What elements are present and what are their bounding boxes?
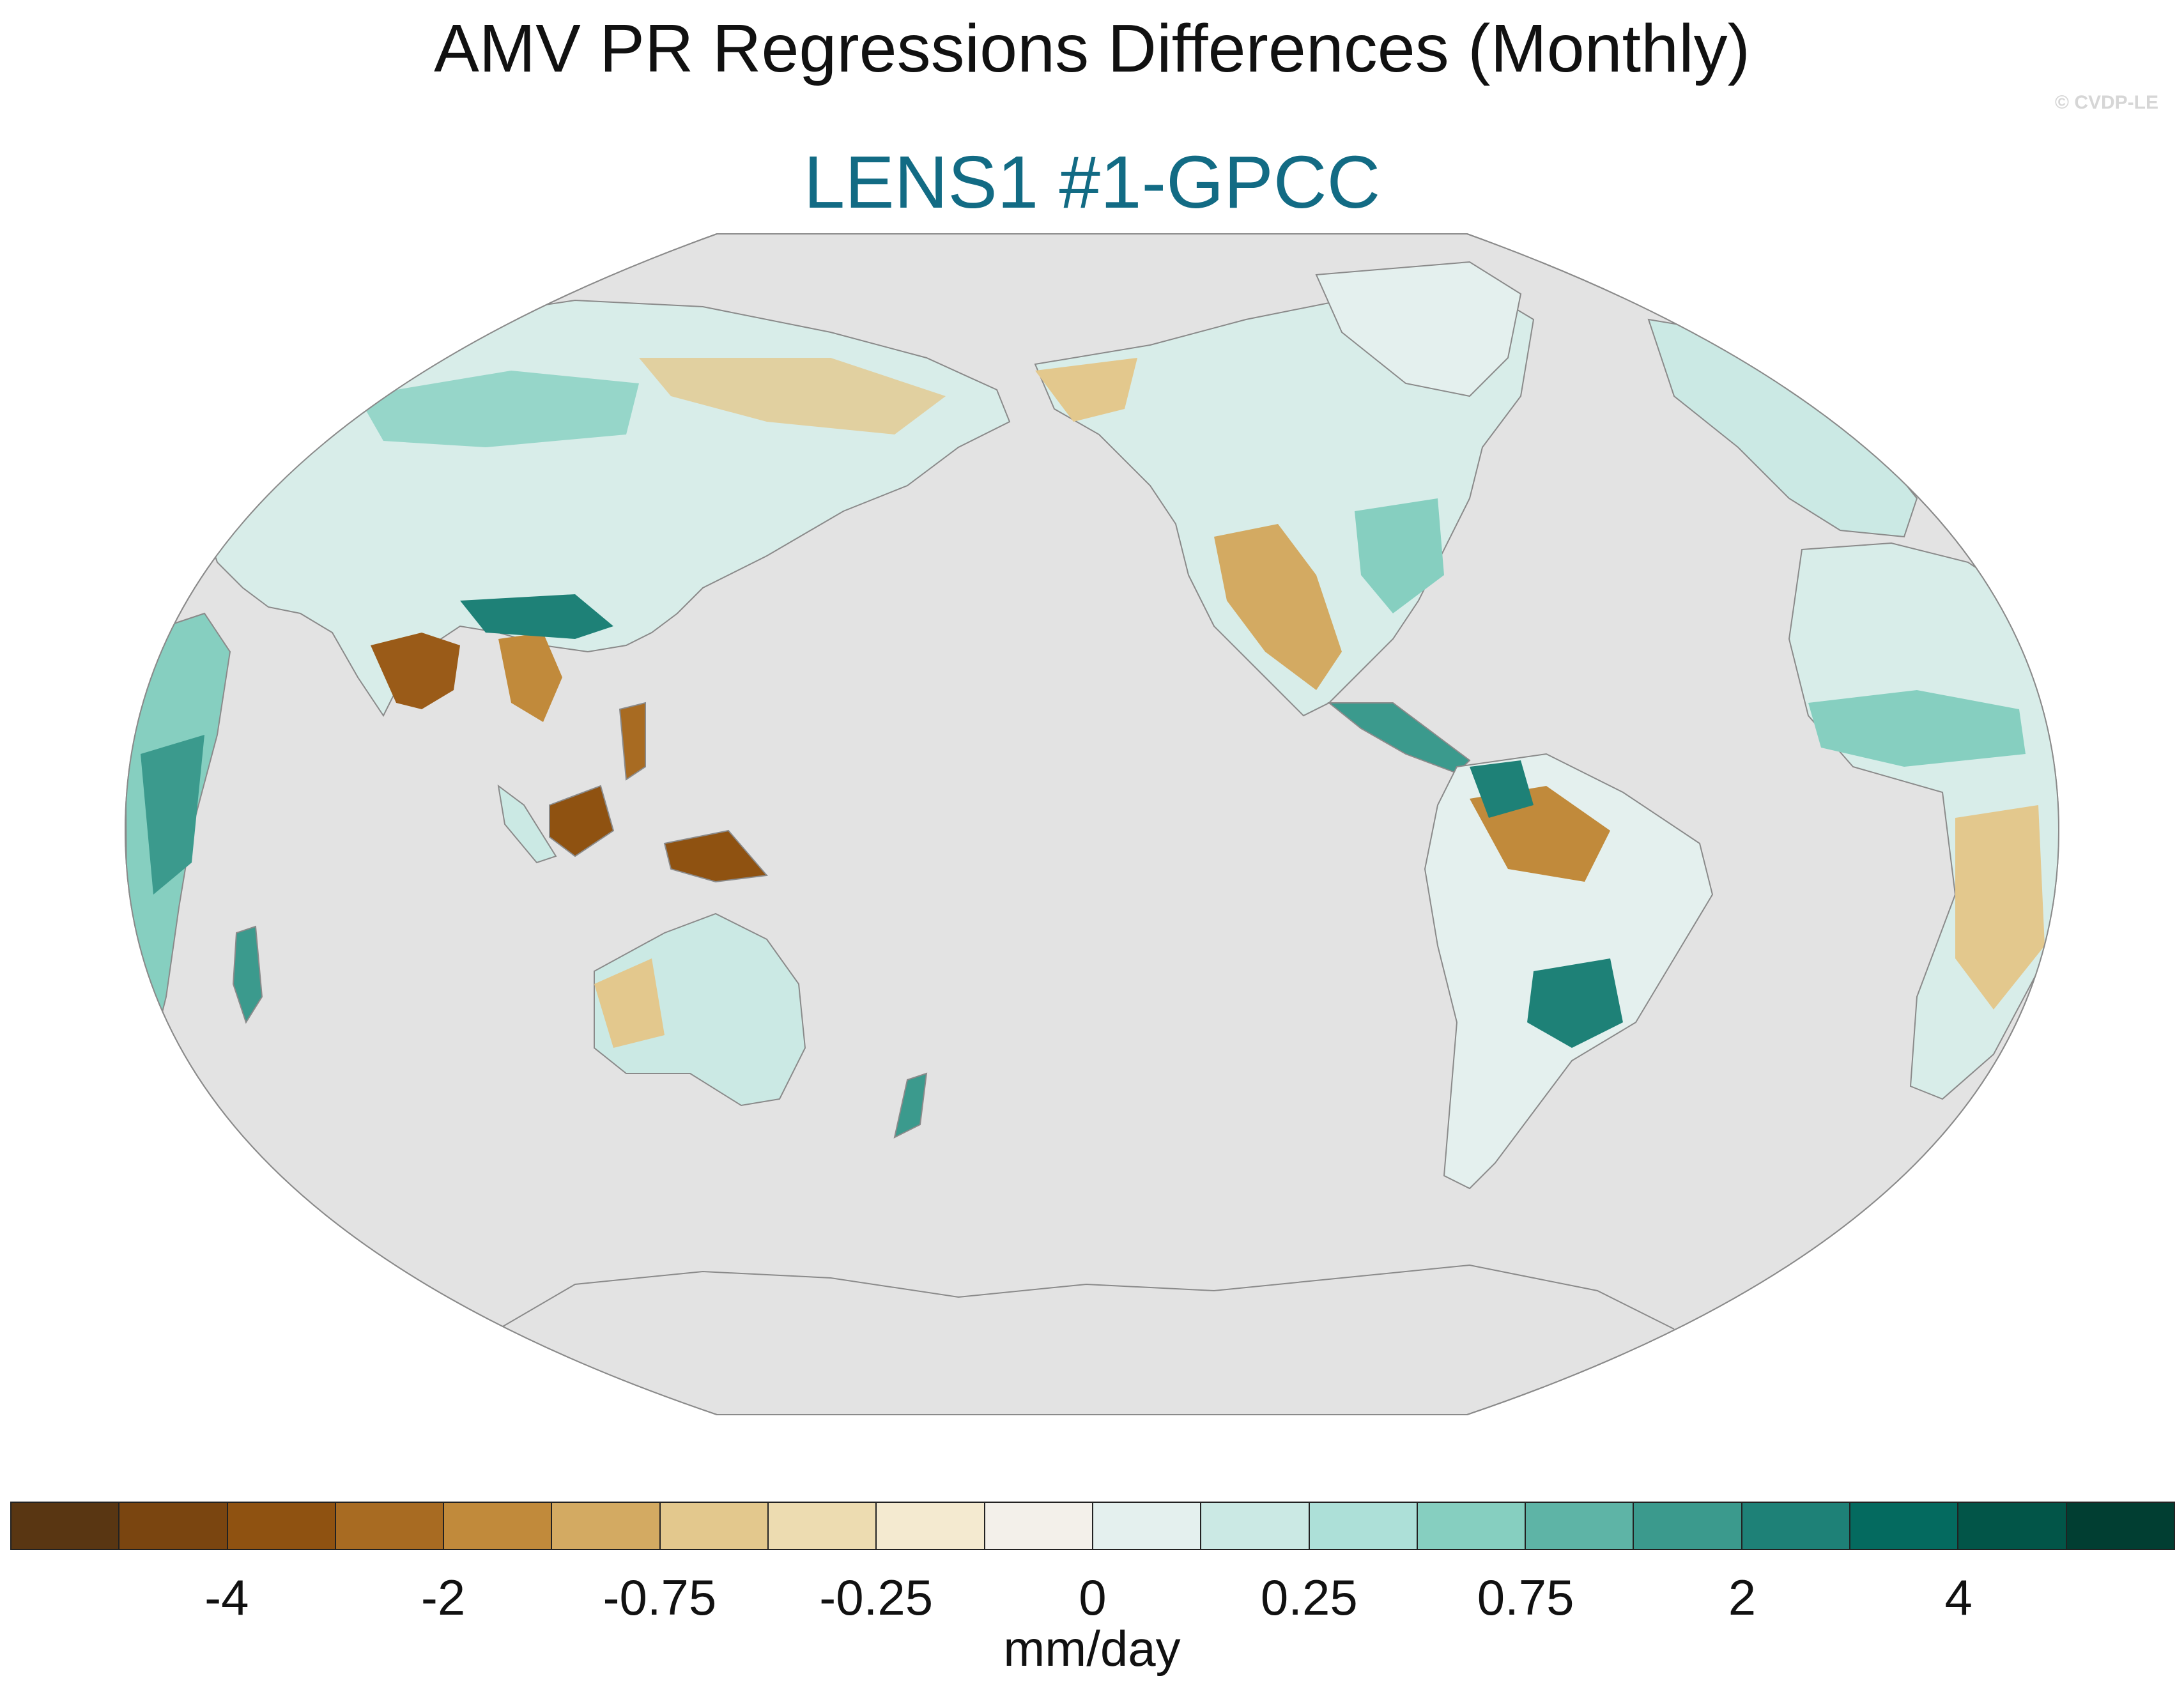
world-map <box>124 233 2060 1415</box>
colorbar-swatch <box>1634 1503 1742 1549</box>
colorbar-tick-label: -0.25 <box>819 1569 934 1626</box>
indochina-negative-anomaly <box>498 633 562 722</box>
western-us-negative-anomaly <box>1214 524 1342 690</box>
borneo <box>549 785 615 857</box>
colorbar-tick-label: -2 <box>420 1569 466 1626</box>
india-negative-anomaly <box>371 633 460 709</box>
colorbar-swatch <box>769 1503 877 1549</box>
sahel-positive-anomaly <box>1808 690 2026 767</box>
panel-title: LENS1 #1-GPCC <box>803 141 1381 224</box>
madagascar <box>232 925 263 1024</box>
western-australia-negative-anomaly <box>594 958 665 1048</box>
credit-watermark: © CVDP-LE <box>2054 92 2158 113</box>
new-zealand <box>893 1072 928 1139</box>
colorbar-swatch <box>1742 1503 1851 1549</box>
colorbar-tick-label: 0.75 <box>1477 1569 1574 1626</box>
colorbar-swatch <box>985 1503 1093 1549</box>
colorbar-swatch <box>1958 1503 2067 1549</box>
colorbar-swatch <box>227 1503 336 1549</box>
colorbar-tick-label: -0.75 <box>603 1569 717 1626</box>
greenland <box>1315 261 1522 397</box>
colorbar <box>10 1502 2175 1550</box>
east-asia-negative-anomaly <box>639 358 946 434</box>
colorbar-swatch <box>1526 1503 1634 1549</box>
land-layer <box>125 261 2059 1330</box>
colorbar-swatch <box>1417 1503 1526 1549</box>
map-border <box>124 233 2060 1415</box>
colorbar-tick-label: 0 <box>1079 1569 1107 1626</box>
east-africa-positive-anomaly <box>141 735 204 895</box>
siberia-positive-anomaly <box>358 371 639 447</box>
colorbar-swatch <box>444 1503 553 1549</box>
colorbar-swatch <box>660 1503 769 1549</box>
colorbar-swatch <box>119 1503 228 1549</box>
southern-africa-negative-anomaly <box>1955 805 2045 1010</box>
colorbar-units: mm/day <box>1003 1620 1181 1677</box>
alaska-negative-anomaly <box>1035 358 1137 422</box>
philippines <box>619 702 646 781</box>
china-positive-anomaly <box>460 594 613 639</box>
east-us-positive-anomaly <box>1355 498 1444 613</box>
colorbar-tick-label: 4 <box>1944 1569 1973 1626</box>
colorbar-swatch <box>1309 1503 1418 1549</box>
sumatra <box>497 784 557 864</box>
colorbar-swatch <box>1093 1503 1202 1549</box>
colorbar-swatch <box>335 1503 445 1549</box>
new-guinea <box>663 829 768 883</box>
southern-brazil-positive-anomaly <box>1527 958 1623 1048</box>
colorbar-swatch <box>2066 1503 2174 1549</box>
colorbar-swatch <box>1201 1503 1310 1549</box>
colorbar-tick-label: 2 <box>1728 1569 1757 1626</box>
antarctica-coastline <box>498 1264 1675 1330</box>
colorbar-swatch <box>877 1503 985 1549</box>
colorbar-swatch <box>552 1503 661 1549</box>
colorbar-tick-label: 0.25 <box>1260 1569 1358 1626</box>
colorbar-swatch <box>1850 1503 1959 1549</box>
colorbar-swatch <box>12 1503 120 1549</box>
figure-title: AMV PR Regressions Differences (Monthly) <box>434 11 1750 86</box>
colombia-positive-anomaly <box>1470 760 1534 818</box>
colorbar-tick-label: -4 <box>204 1569 249 1626</box>
